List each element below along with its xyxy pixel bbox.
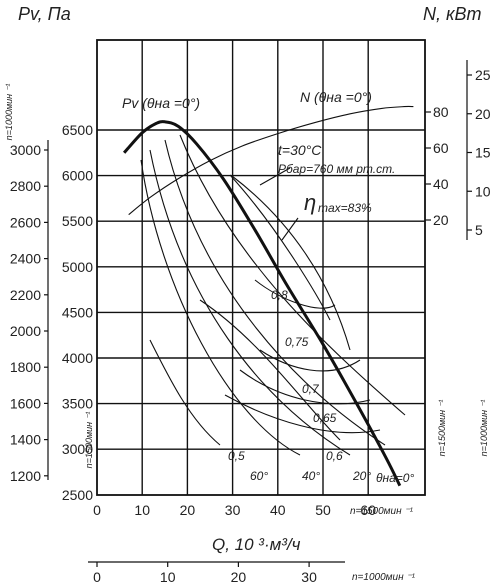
x-tick-label: 60 xyxy=(360,502,376,518)
y-1500-tick-label: 5500 xyxy=(62,213,93,229)
efficiency-curve xyxy=(231,175,351,351)
y-1500-tick-label: 3500 xyxy=(62,396,93,412)
n-1000-tick-label: 20 xyxy=(475,106,491,122)
x-1000-label: n=1000мин ⁻¹ xyxy=(352,572,416,583)
n-1500-tick-label: 60 xyxy=(433,140,449,156)
y-1500-tick-label: 3000 xyxy=(62,441,93,457)
y-1000-tick-label: 2600 xyxy=(10,214,41,230)
grid-layer: 0 10 20 30 40 50 60250030003500400045005000550… xyxy=(10,39,491,584)
y-1000-tick-label: 1400 xyxy=(10,432,41,448)
n-curve xyxy=(128,105,414,216)
y-1000-tick-label: 3000 xyxy=(10,142,41,158)
x-tick-label: 10 xyxy=(134,502,150,518)
x-tick-label: 30 xyxy=(225,502,241,518)
efficiency-label: 0,7 xyxy=(302,382,320,396)
x-1000-tick-label: 10 xyxy=(160,569,176,584)
efficiency-curve xyxy=(229,174,331,321)
y-1500-tick-label: 4500 xyxy=(62,304,93,320)
x-tick-label: 0 xyxy=(93,502,101,518)
pv-curve-label: Pv (θна =0°) xyxy=(122,95,200,111)
y-1500-tick-label: 6000 xyxy=(62,168,93,184)
efficiency-label: 0,5 xyxy=(228,449,245,463)
n-1000-tick-label: 25 xyxy=(475,67,491,83)
n-1500-tick-label: 80 xyxy=(433,104,449,120)
vane-curve xyxy=(140,159,301,456)
y-1000-tick-label: 2400 xyxy=(10,251,41,267)
eta-symbol: η xyxy=(304,190,316,215)
n-1000-tick-label: 5 xyxy=(475,222,483,238)
curve-layer xyxy=(123,105,414,487)
x-axis-title: Q, 10 ³·м³/ч xyxy=(212,535,301,554)
angle-label: 20° xyxy=(352,469,371,483)
efficiency-curve xyxy=(149,339,221,446)
y-left-title: Pv, Па xyxy=(18,4,71,24)
efficiency-label: 0,6 xyxy=(326,449,343,463)
y-1000-label: n=1000мин ⁻¹ xyxy=(4,84,14,141)
plot-frame xyxy=(96,39,426,496)
n-1500-tick-label: 20 xyxy=(433,212,449,228)
n-curve-label: N (θна =0°) xyxy=(300,89,372,105)
eta-max-label: max=83% xyxy=(318,201,372,215)
x-1000-tick-label: 0 xyxy=(93,569,101,584)
n-1500-label: n=1500мин ⁻¹ xyxy=(437,400,447,457)
y-1000-tick-label: 1200 xyxy=(10,468,41,484)
efficiency-curve xyxy=(224,394,381,434)
angle-zero-label: θна=0° xyxy=(376,471,414,485)
y-1500-tick-label: 4000 xyxy=(62,350,93,366)
y-1000-tick-label: 2000 xyxy=(10,323,41,339)
y-1500-tick-label: 2500 xyxy=(62,487,93,503)
eta-leader-line xyxy=(281,217,299,241)
label-layer: Pv, Па N, кВт Q, 10 ³·м³/ч n=1000мин ⁻¹ … xyxy=(4,4,489,583)
y-1500-tick-label: 5000 xyxy=(62,259,93,275)
x-1500-label: n=1500мин ⁻¹ xyxy=(350,506,414,517)
pressure-label: Pбар=760 мм рт.ст. xyxy=(278,162,395,176)
n-1000-tick-label: 15 xyxy=(475,145,491,161)
efficiency-curve xyxy=(239,369,371,405)
y-1000-tick-label: 2800 xyxy=(10,178,41,194)
x-1000-tick-label: 30 xyxy=(301,569,317,584)
efficiency-curve xyxy=(254,279,336,309)
y-1000-tick-label: 2200 xyxy=(10,287,41,303)
y-1000-tick-label: 1600 xyxy=(10,395,41,411)
x-tick-label: 20 xyxy=(180,502,196,518)
efficiency-label: 0,8 xyxy=(271,288,288,302)
efficiency-curve xyxy=(259,349,361,372)
y-right-title: N, кВт xyxy=(423,4,482,24)
x-1000-tick-label: 20 xyxy=(231,569,247,584)
angle-label: 40° xyxy=(302,469,320,483)
vane-curve xyxy=(149,149,351,456)
vane-curve xyxy=(179,134,406,416)
x-tick-label: 40 xyxy=(270,502,286,518)
n-1500-tick-label: 40 xyxy=(433,176,449,192)
n-1000-tick-label: 10 xyxy=(475,183,491,199)
efficiency-label: 0,65 xyxy=(313,411,337,425)
temp-leader-line xyxy=(259,167,291,186)
angle-label: 60° xyxy=(250,469,268,483)
y-1500-label: n=1500мин ⁻¹ xyxy=(84,412,94,469)
y-1500-tick-label: 6500 xyxy=(62,122,93,138)
n-1000-label: n=1000мин ⁻¹ xyxy=(479,400,489,457)
x-tick-label: 50 xyxy=(315,502,331,518)
y-1000-tick-label: 1800 xyxy=(10,359,41,375)
efficiency-label: 0,75 xyxy=(285,335,309,349)
pv-curve xyxy=(123,120,402,487)
vane-curve xyxy=(164,139,386,446)
efficiency-curve xyxy=(199,299,341,441)
temperature-label: t=30°C xyxy=(278,142,322,158)
